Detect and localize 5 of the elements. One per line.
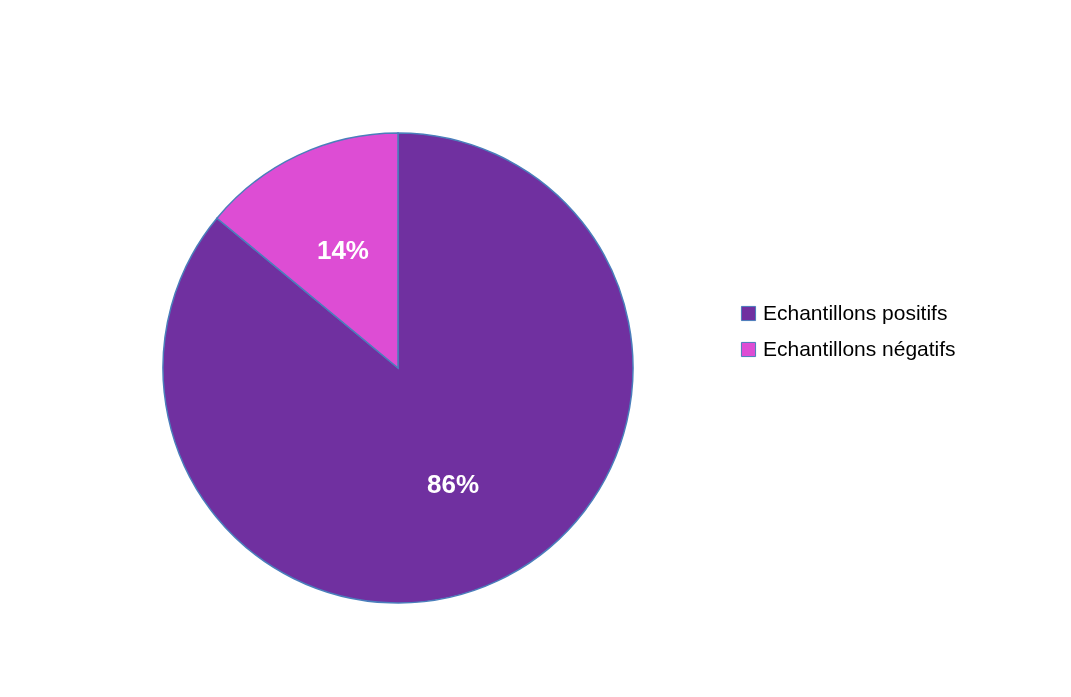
data-label: 14% [316, 235, 369, 266]
data-label: 86% [427, 468, 480, 499]
pie-slice [162, 132, 634, 604]
legend-label: Echantillons négatifs [763, 336, 956, 360]
legend-label: Echantillons positifs [763, 300, 948, 324]
